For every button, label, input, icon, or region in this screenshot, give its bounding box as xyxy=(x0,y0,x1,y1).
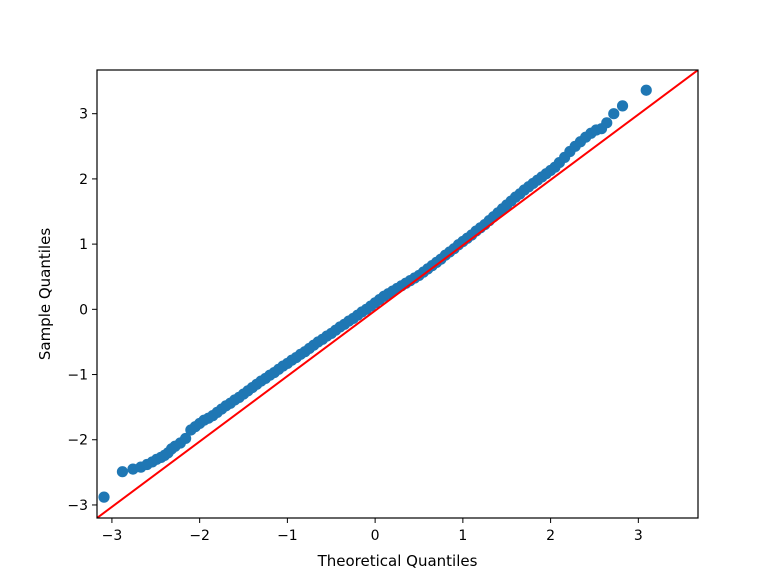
y-tick-label: 1 xyxy=(79,237,88,253)
sample-point xyxy=(601,117,613,129)
sample-point xyxy=(180,432,192,445)
y-tick-label: −3 xyxy=(67,498,88,514)
sample-point xyxy=(640,84,652,96)
sample-point xyxy=(608,108,620,120)
x-tick-label: 2 xyxy=(546,528,555,544)
sample-point xyxy=(616,100,629,112)
y-axis-label: Sample Quantiles xyxy=(36,228,54,360)
y-tick-label: −2 xyxy=(67,433,88,449)
x-axis-label: Theoretical Quantiles xyxy=(317,552,478,570)
x-tick-label: −2 xyxy=(189,528,210,544)
x-tick-label: −1 xyxy=(277,528,298,544)
sample-point xyxy=(116,466,129,478)
sample-point xyxy=(98,491,110,503)
x-tick-label: −3 xyxy=(102,528,123,544)
y-tick-label: 0 xyxy=(79,302,88,318)
x-tick-label: 3 xyxy=(634,528,643,544)
plot-frame xyxy=(96,69,699,519)
y-tick-label: −1 xyxy=(67,368,88,384)
x-tick-label: 1 xyxy=(458,528,467,544)
x-tick-label: 0 xyxy=(371,528,380,544)
y-tick-label: 2 xyxy=(79,172,88,188)
plot-marks xyxy=(97,70,698,518)
reference-line xyxy=(97,70,698,518)
y-tick-label: 3 xyxy=(79,107,88,123)
y-axis: −3 −2 −1 0 1 2 3 xyxy=(67,107,97,514)
x-axis: −3 −2 −1 0 1 2 3 xyxy=(102,518,643,544)
